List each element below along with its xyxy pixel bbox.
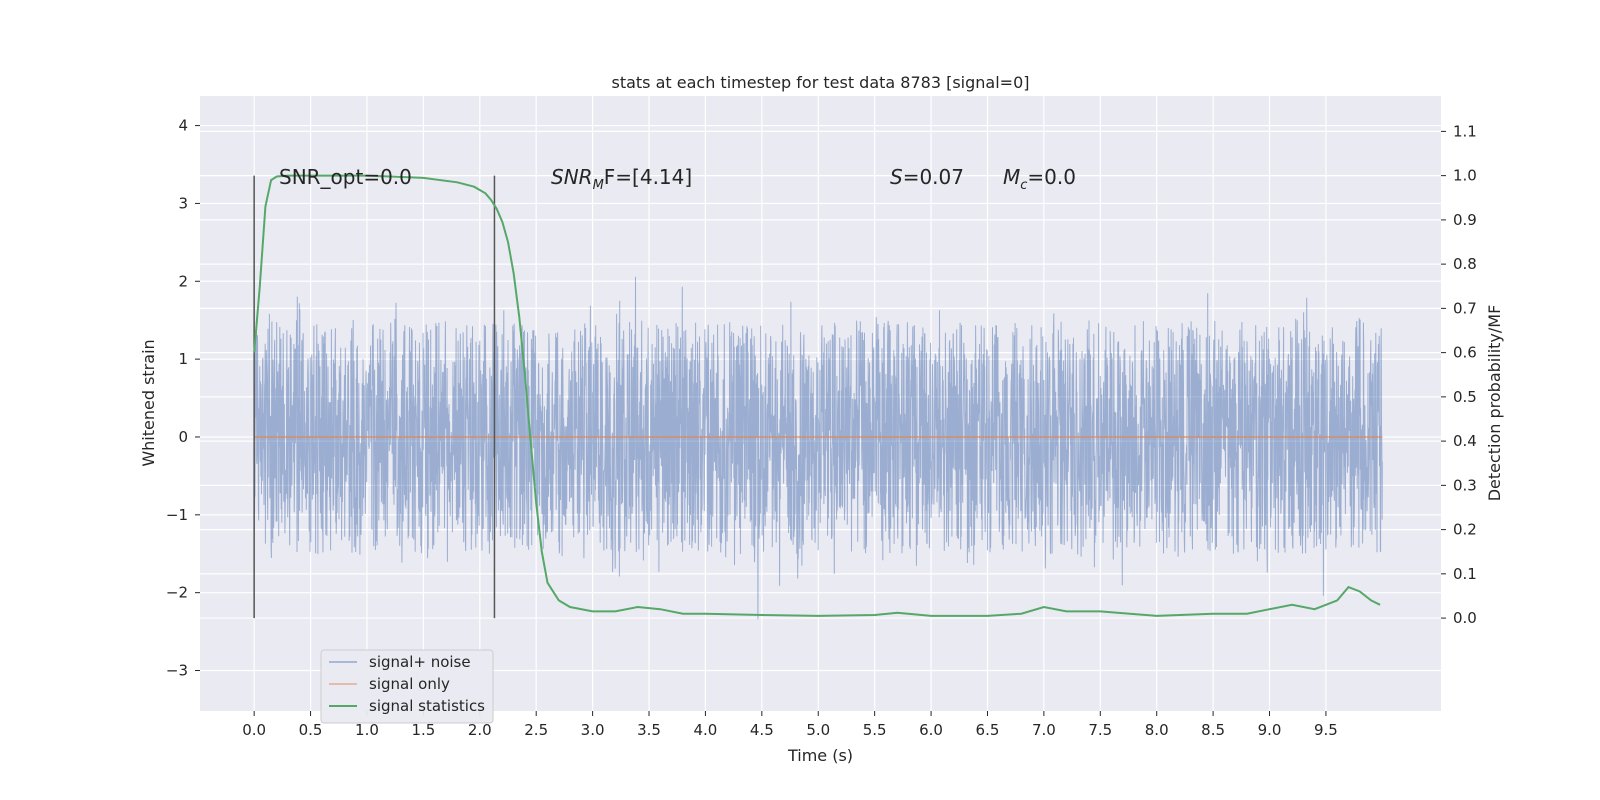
y2-tick-label: 0.6 bbox=[1453, 344, 1477, 362]
annotation-s: S=0.07 bbox=[890, 165, 964, 189]
series-signal-statistics bbox=[253, 174, 1381, 617]
y-tick-label: −3 bbox=[166, 662, 188, 680]
x-tick-label: 6.5 bbox=[976, 721, 1000, 739]
y2-tick-label: 0.2 bbox=[1453, 521, 1477, 539]
x-tick-label: 2.5 bbox=[524, 721, 548, 739]
x-tick-label: 5.5 bbox=[863, 721, 887, 739]
legend: signal+ noise signal only signal statist… bbox=[320, 649, 494, 724]
x-tick-label: 3.0 bbox=[581, 721, 605, 739]
x-tick-label: 0.0 bbox=[242, 721, 266, 739]
x-tick-label: 9.0 bbox=[1258, 721, 1282, 739]
y2-tick-label: 1.0 bbox=[1453, 167, 1477, 185]
y-tick-label: 2 bbox=[178, 272, 188, 290]
y2-axis-label: Detection probability/MF bbox=[1485, 305, 1504, 502]
y2-tick-label: 0.8 bbox=[1453, 255, 1477, 273]
legend-label-signal-only: signal only bbox=[369, 675, 450, 693]
x-tick-label: 4.5 bbox=[750, 721, 774, 739]
annotation-snr-mf: SNRMF=[4.14] bbox=[551, 165, 692, 193]
x-tick-label: 8.0 bbox=[1145, 721, 1169, 739]
y2-tick-label: 1.1 bbox=[1453, 122, 1477, 140]
x-tick-label: 0.5 bbox=[299, 721, 323, 739]
y2-tick-label: 0.0 bbox=[1453, 609, 1477, 627]
x-tick-label: 7.0 bbox=[1032, 721, 1056, 739]
annotation-mc: Mc=0.0 bbox=[1003, 165, 1076, 193]
x-tick-label: 2.0 bbox=[468, 721, 492, 739]
legend-label-signal-noise: signal+ noise bbox=[369, 653, 471, 671]
legend-label-signal-statistics: signal statistics bbox=[369, 697, 485, 715]
chart-title: stats at each timestep for test data 878… bbox=[611, 73, 1029, 92]
x-tick-label: 8.5 bbox=[1201, 721, 1225, 739]
x-tick-label: 1.0 bbox=[355, 721, 379, 739]
axis-ticks: 0.0 0.5 1.0 1.5 2.0 2.5 3.0 3.5 4.0 4.5 5.0 5.5 6.0 6… bbox=[166, 117, 1477, 739]
x-tick-label: 5.0 bbox=[806, 721, 830, 739]
annotation-snr-opt: SNR_opt=0.0 bbox=[279, 165, 412, 189]
x-tick-label: 4.0 bbox=[693, 721, 717, 739]
y2-tick-label: 0.9 bbox=[1453, 211, 1477, 229]
y-tick-label: 4 bbox=[178, 117, 188, 135]
x-tick-label: 1.5 bbox=[411, 721, 435, 739]
x-tick-label: 3.5 bbox=[637, 721, 661, 739]
y-axis-label: Whitened strain bbox=[139, 339, 158, 466]
noise-trace bbox=[253, 276, 1383, 620]
y2-tick-label: 0.7 bbox=[1453, 299, 1477, 317]
series-signal-noise bbox=[253, 276, 1383, 620]
y2-tick-label: 0.5 bbox=[1453, 388, 1477, 406]
y2-tick-label: 0.3 bbox=[1453, 476, 1477, 494]
x-axis-label: Time (s) bbox=[787, 746, 853, 765]
y-tick-label: 3 bbox=[178, 194, 188, 212]
y2-tick-label: 0.1 bbox=[1453, 565, 1477, 583]
y-tick-label: 1 bbox=[178, 350, 188, 368]
x-tick-label: 6.0 bbox=[919, 721, 943, 739]
legend-box bbox=[320, 649, 494, 724]
y-tick-label: −1 bbox=[166, 506, 188, 524]
x-tick-label: 7.5 bbox=[1088, 721, 1112, 739]
y-tick-label: −2 bbox=[166, 584, 188, 602]
vertical-markers bbox=[253, 175, 496, 619]
y2-tick-label: 0.4 bbox=[1453, 432, 1477, 450]
x-tick-label: 9.5 bbox=[1314, 721, 1338, 739]
y-tick-label: 0 bbox=[178, 428, 188, 446]
